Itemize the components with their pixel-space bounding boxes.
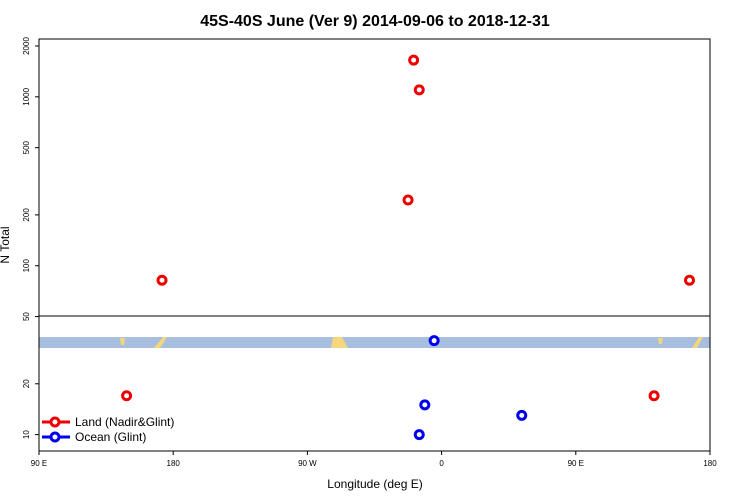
legend-label-ocean: Ocean (Glint) — [75, 430, 146, 444]
legend-item-land: Land (Nadir&Glint) — [42, 415, 174, 429]
map-strip-land-3 — [331, 337, 348, 348]
map-strip-ocean — [39, 337, 710, 348]
x-axis-label: Longitude (deg E) — [327, 477, 422, 491]
plot-frame — [38, 38, 711, 452]
land-point — [648, 390, 660, 402]
x-tick-label: 180 — [167, 459, 181, 468]
x-axis: 90 E 180 90 W 0 90 E 180 — [31, 451, 717, 468]
land-point — [408, 54, 420, 66]
x-tick-label: 180 — [703, 459, 717, 468]
land-point — [121, 390, 133, 402]
x-tick-label: 90 W — [298, 459, 317, 468]
legend: Land (Nadir&Glint) Ocean (Glint) — [42, 415, 174, 444]
y-tick-label: 20 — [22, 379, 31, 388]
y-tick-label: 10 — [22, 430, 31, 439]
data-points — [121, 54, 695, 441]
y-tick-label: 100 — [22, 259, 31, 273]
legend-swatch-marker-land — [49, 416, 61, 428]
land-point — [683, 274, 695, 286]
y-tick-label: 500 — [22, 140, 31, 154]
y-tick-label: 50 — [22, 312, 31, 321]
ocean-point — [419, 399, 431, 411]
land-point — [413, 84, 425, 96]
land-point — [156, 274, 168, 286]
map-strip — [39, 337, 710, 348]
legend-item-ocean: Ocean (Glint) — [42, 430, 146, 444]
ocean-point — [516, 409, 528, 421]
y-axis: 10 20 50 100 200 500 1000 2000 — [22, 37, 39, 439]
x-tick-label: 90 E — [568, 459, 584, 468]
x-tick-label: 90 E — [31, 459, 47, 468]
map-strip-land-1 — [120, 338, 125, 345]
map-strip-land-4 — [658, 338, 663, 344]
y-tick-label: 2000 — [22, 37, 31, 55]
x-tick-label: 0 — [439, 459, 444, 468]
y-tick-label: 1000 — [22, 87, 31, 105]
map-strip-land-5 — [692, 337, 703, 348]
map-strip-land-2 — [154, 337, 167, 348]
legend-label-land: Land (Nadir&Glint) — [75, 415, 174, 429]
ocean-point — [413, 429, 425, 441]
chart-title: 45S-40S June (Ver 9) 2014-09-06 to 2018-… — [200, 13, 550, 30]
ocean-point — [428, 335, 440, 347]
y-tick-label: 200 — [22, 208, 31, 222]
legend-swatch-marker-ocean — [49, 431, 61, 443]
land-point — [402, 194, 414, 206]
y-axis-label: N Total — [0, 226, 12, 263]
